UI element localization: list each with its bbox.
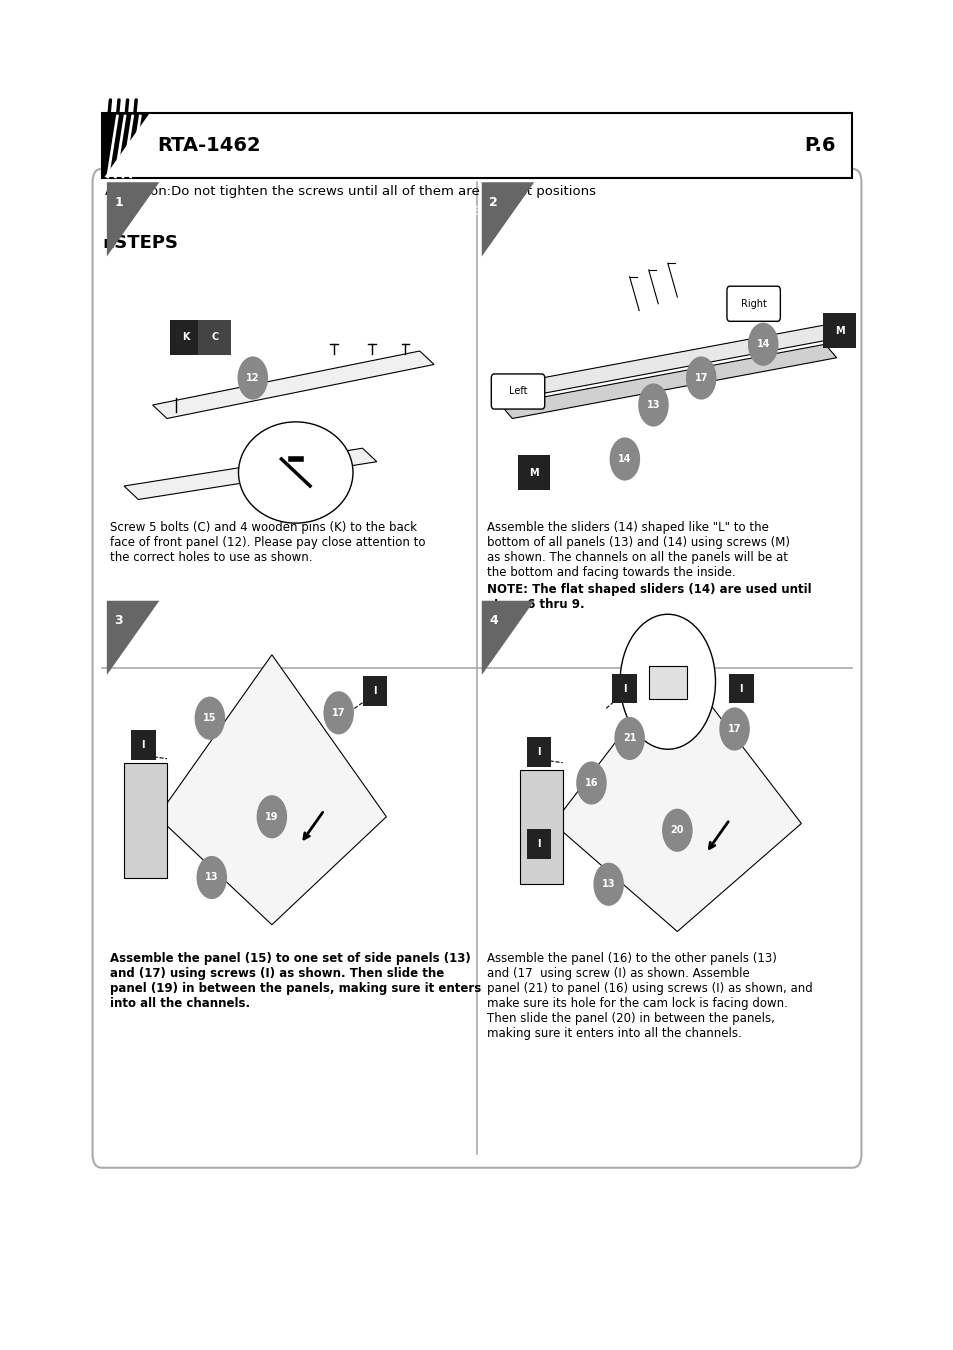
FancyBboxPatch shape: [526, 737, 551, 767]
Text: 2: 2: [489, 196, 497, 209]
FancyBboxPatch shape: [726, 286, 780, 321]
Text: I: I: [739, 683, 742, 694]
Polygon shape: [124, 448, 376, 500]
Ellipse shape: [238, 421, 353, 524]
Circle shape: [237, 356, 268, 400]
FancyBboxPatch shape: [92, 169, 861, 1168]
Text: I: I: [537, 838, 540, 849]
Polygon shape: [124, 763, 167, 878]
FancyBboxPatch shape: [198, 320, 231, 355]
Text: 17: 17: [694, 373, 707, 383]
Text: 17: 17: [332, 707, 345, 718]
Circle shape: [747, 323, 778, 366]
Text: 14: 14: [756, 339, 769, 350]
Text: I: I: [537, 747, 540, 757]
Text: NOTE: The flat shaped sliders (14) are used until
steps 6 thru 9.: NOTE: The flat shaped sliders (14) are u…: [486, 583, 810, 612]
Text: Assemble the panel (15) to one set of side panels (13)
and (17) using screws (I): Assemble the panel (15) to one set of si…: [110, 952, 480, 1010]
FancyBboxPatch shape: [362, 676, 387, 706]
Polygon shape: [102, 113, 148, 178]
Text: K: K: [182, 332, 190, 343]
Circle shape: [256, 795, 287, 838]
Text: M: M: [834, 325, 843, 336]
Text: 14: 14: [618, 454, 631, 464]
Text: Assemble the sliders (14) shaped like "L" to the
bottom of all panels (13) and (: Assemble the sliders (14) shaped like "L…: [486, 521, 789, 579]
FancyBboxPatch shape: [131, 730, 155, 760]
Text: Left: Left: [508, 386, 527, 397]
Circle shape: [609, 437, 639, 481]
Text: 12: 12: [246, 373, 259, 383]
FancyBboxPatch shape: [822, 313, 855, 348]
Polygon shape: [505, 324, 841, 398]
Circle shape: [194, 697, 225, 740]
Circle shape: [323, 691, 354, 734]
Text: ▪STEPS: ▪STEPS: [102, 234, 178, 252]
Circle shape: [685, 356, 716, 400]
Text: 19: 19: [265, 811, 278, 822]
FancyBboxPatch shape: [102, 113, 851, 178]
Text: 13: 13: [646, 400, 659, 410]
Text: P.6: P.6: [803, 136, 835, 155]
Polygon shape: [519, 769, 562, 884]
Polygon shape: [500, 344, 836, 418]
Text: 3: 3: [114, 614, 123, 628]
Polygon shape: [107, 601, 159, 675]
Circle shape: [196, 856, 227, 899]
Text: I: I: [622, 683, 626, 694]
Circle shape: [576, 761, 606, 805]
Text: I: I: [373, 686, 376, 697]
Text: 20: 20: [670, 825, 683, 836]
Text: Right: Right: [740, 298, 766, 309]
FancyBboxPatch shape: [491, 374, 544, 409]
Text: RTA-1462: RTA-1462: [157, 136, 261, 155]
Text: C: C: [211, 332, 218, 343]
Text: I: I: [141, 740, 145, 751]
Text: 15: 15: [203, 713, 216, 724]
Circle shape: [661, 809, 692, 852]
Circle shape: [619, 614, 715, 749]
Polygon shape: [553, 662, 801, 932]
FancyBboxPatch shape: [170, 320, 202, 355]
Text: Screw 5 bolts (C) and 4 wooden pins (K) to the back
face of front panel (12). Pl: Screw 5 bolts (C) and 4 wooden pins (K) …: [110, 521, 425, 564]
FancyBboxPatch shape: [648, 666, 686, 699]
Text: Attention:Do not tighten the screws until all of them are in right positions: Attention:Do not tighten the screws unti…: [105, 185, 596, 198]
Circle shape: [638, 383, 668, 427]
FancyBboxPatch shape: [526, 829, 551, 859]
Polygon shape: [481, 601, 534, 675]
Text: 17: 17: [727, 724, 740, 734]
Text: M: M: [529, 467, 538, 478]
Text: WARNING:HOLES ON PANELS MAY BE HIDDEN UNDERNEATH PVC LAMINATE!!!: WARNING:HOLES ON PANELS MAY BE HIDDEN UN…: [108, 205, 621, 219]
FancyBboxPatch shape: [728, 674, 753, 703]
Text: 13: 13: [601, 879, 615, 890]
Circle shape: [614, 717, 644, 760]
Polygon shape: [481, 182, 534, 256]
Text: 13: 13: [205, 872, 218, 883]
FancyBboxPatch shape: [612, 674, 637, 703]
FancyBboxPatch shape: [517, 455, 550, 490]
Text: 4: 4: [489, 614, 497, 628]
Text: 16: 16: [584, 778, 598, 788]
Polygon shape: [157, 655, 386, 925]
Circle shape: [719, 707, 749, 751]
Polygon shape: [107, 182, 159, 256]
Text: 21: 21: [622, 733, 636, 744]
Text: Assemble the panel (16) to the other panels (13)
and (17  using screw (I) as sho: Assemble the panel (16) to the other pan…: [486, 952, 811, 1040]
Text: 1: 1: [114, 196, 123, 209]
Polygon shape: [152, 351, 434, 418]
FancyBboxPatch shape: [102, 198, 851, 225]
Circle shape: [593, 863, 623, 906]
